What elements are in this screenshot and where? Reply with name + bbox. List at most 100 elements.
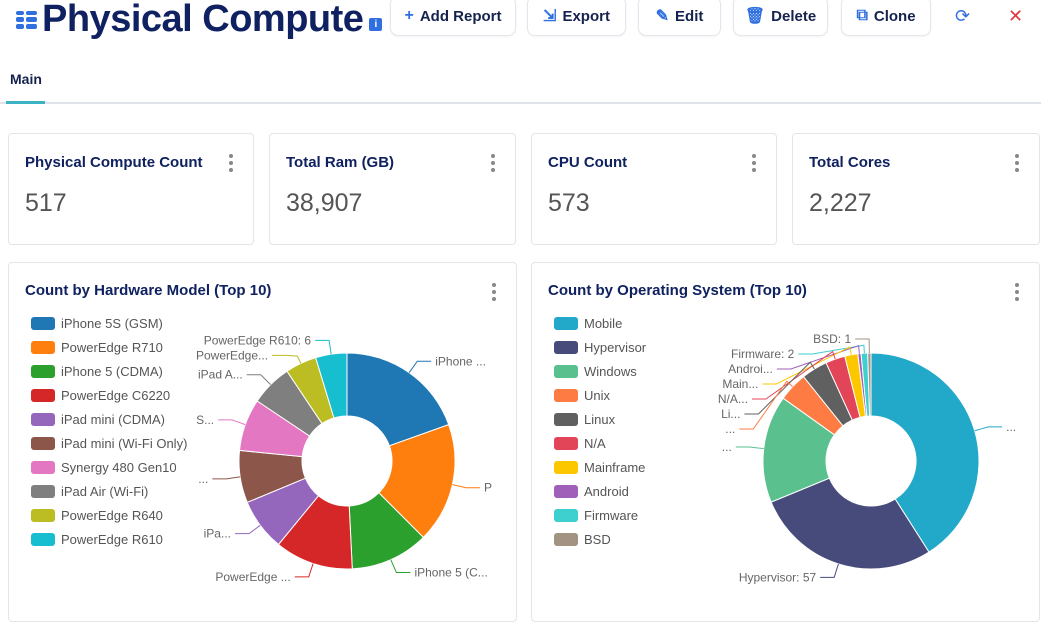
legend-item[interactable]: Linux bbox=[554, 407, 646, 431]
edit-button[interactable]: ✎ Edit bbox=[638, 0, 721, 36]
clone-button[interactable]: ⧉ Clone bbox=[841, 0, 931, 36]
legend-item[interactable]: iPad mini (Wi-Fi Only) bbox=[31, 431, 187, 455]
kpi-title: Physical Compute Count bbox=[25, 154, 203, 171]
legend-item[interactable]: iPhone 5S (GSM) bbox=[31, 311, 187, 335]
leader-line bbox=[751, 350, 836, 400]
pie-slice[interactable] bbox=[346, 352, 450, 447]
legend-item[interactable]: iPad mini (CDMA) bbox=[31, 407, 187, 431]
delete-button[interactable]: 🗑 Delete bbox=[733, 0, 828, 36]
legend-item[interactable]: PowerEdge C6220 bbox=[31, 383, 187, 407]
pie-slice[interactable] bbox=[378, 423, 456, 539]
leader-line bbox=[390, 559, 411, 574]
more-options-icon[interactable] bbox=[492, 283, 496, 301]
leader-line bbox=[212, 476, 241, 480]
export-icon: ⇲ bbox=[543, 8, 557, 25]
more-options-icon[interactable] bbox=[752, 154, 756, 172]
clone-icon: ⧉ bbox=[856, 7, 868, 24]
legend-label: iPad mini (Wi-Fi Only) bbox=[61, 435, 188, 451]
slice-label: PowerEdge... bbox=[196, 348, 268, 362]
slice-label: ... bbox=[725, 422, 735, 436]
legend-item[interactable]: PowerEdge R640 bbox=[31, 503, 187, 527]
legend-swatch bbox=[31, 340, 55, 354]
more-options-icon[interactable] bbox=[229, 154, 233, 172]
add-report-button[interactable]: + Add Report bbox=[390, 0, 516, 36]
kpi-value: 38,907 bbox=[286, 189, 363, 217]
info-icon[interactable]: i bbox=[369, 18, 383, 31]
legend-swatch bbox=[554, 340, 578, 354]
chart-title: Count by Operating System (Top 10) bbox=[548, 282, 807, 299]
slice-label: Li... bbox=[721, 407, 740, 421]
legend-swatch bbox=[554, 508, 578, 522]
slice-label: Main... bbox=[722, 377, 758, 391]
legend-label: BSD bbox=[584, 531, 611, 547]
page-header: Physical Compute i bbox=[16, 0, 383, 41]
kpi-card: Total Cores 2,227 bbox=[792, 133, 1040, 245]
more-options-icon[interactable] bbox=[1015, 154, 1019, 172]
slice-label: N/A... bbox=[718, 392, 748, 406]
legend-swatch bbox=[31, 412, 55, 426]
legend-label: PowerEdge R640 bbox=[61, 507, 163, 523]
tab-main[interactable]: Main bbox=[10, 71, 42, 87]
leader-line bbox=[974, 426, 1003, 432]
refresh-icon[interactable]: ⟳ bbox=[955, 6, 971, 26]
legend-item[interactable]: Unix bbox=[554, 383, 646, 407]
slice-label: PowerEdge ... bbox=[215, 570, 290, 584]
pie-slice[interactable] bbox=[870, 352, 980, 553]
legend-item[interactable]: iPad Air (Wi-Fi) bbox=[31, 479, 187, 503]
legend-item[interactable]: Windows bbox=[554, 359, 646, 383]
slice-label: ... bbox=[722, 440, 732, 454]
chart-legend: Mobile Hypervisor Windows Unix Linux N/A Mainf… bbox=[554, 311, 646, 551]
donut-chart: ... BSD: 1 Firmware: 2Androi...Main...N/A.… bbox=[718, 332, 1016, 584]
leader-line bbox=[735, 446, 764, 450]
active-tab-indicator bbox=[6, 101, 45, 104]
legend-swatch bbox=[31, 460, 55, 474]
legend-label: Android bbox=[584, 483, 629, 499]
legend-swatch bbox=[31, 316, 55, 330]
close-icon[interactable]: ✕ bbox=[1008, 6, 1024, 26]
kpi-title: Total Ram (GB) bbox=[286, 154, 395, 171]
slice-label: iPad A... bbox=[198, 368, 243, 382]
dashboard-grid-icon bbox=[16, 10, 37, 29]
leader-line bbox=[218, 419, 246, 426]
pie-slice[interactable] bbox=[867, 352, 872, 417]
slice-label: ... bbox=[198, 472, 208, 486]
tab-divider bbox=[0, 102, 1041, 104]
edit-icon: ✎ bbox=[655, 8, 670, 25]
legend-swatch bbox=[31, 388, 55, 402]
slice-label: P bbox=[484, 481, 492, 495]
pie-slice[interactable] bbox=[770, 477, 930, 570]
legend-item[interactable]: Hypervisor bbox=[554, 335, 646, 359]
legend-item[interactable]: Android bbox=[554, 479, 646, 503]
legend-item[interactable]: N/A bbox=[554, 431, 646, 455]
legend-swatch bbox=[31, 436, 55, 450]
legend-label: Firmware bbox=[584, 507, 639, 523]
leader-line bbox=[820, 563, 839, 578]
slice-label: ... bbox=[1006, 420, 1016, 434]
slice-label: iPhone ... bbox=[435, 354, 486, 368]
legend-label: Mobile bbox=[584, 315, 623, 331]
more-options-icon[interactable] bbox=[491, 154, 495, 172]
export-button[interactable]: ⇲ Export bbox=[527, 0, 626, 36]
leader-line bbox=[739, 380, 793, 430]
more-options-icon[interactable] bbox=[1015, 283, 1019, 301]
legend-item[interactable]: Mobile bbox=[554, 311, 646, 335]
legend-label: Linux bbox=[584, 411, 616, 427]
legend-label: Unix bbox=[584, 387, 611, 403]
kpi-title: CPU Count bbox=[548, 154, 628, 171]
kpi-title: Total Cores bbox=[809, 154, 891, 171]
legend-label: iPhone 5S (GSM) bbox=[61, 315, 163, 331]
legend-item[interactable]: PowerEdge R710 bbox=[31, 335, 187, 359]
leader-line bbox=[272, 354, 302, 364]
legend-swatch bbox=[31, 508, 55, 522]
legend-label: Windows bbox=[584, 363, 637, 379]
legend-item[interactable]: BSD bbox=[554, 527, 646, 551]
legend-item[interactable]: Synergy 480 Gen10 bbox=[31, 455, 187, 479]
legend-item[interactable]: Mainframe bbox=[554, 455, 646, 479]
legend-item[interactable]: Firmware bbox=[554, 503, 646, 527]
pie-slice[interactable] bbox=[315, 352, 348, 419]
legend-swatch bbox=[554, 532, 578, 546]
legend-swatch bbox=[31, 532, 55, 546]
plus-icon: + bbox=[404, 7, 414, 24]
legend-item[interactable]: PowerEdge R610 bbox=[31, 527, 187, 551]
legend-item[interactable]: iPhone 5 (CDMA) bbox=[31, 359, 187, 383]
